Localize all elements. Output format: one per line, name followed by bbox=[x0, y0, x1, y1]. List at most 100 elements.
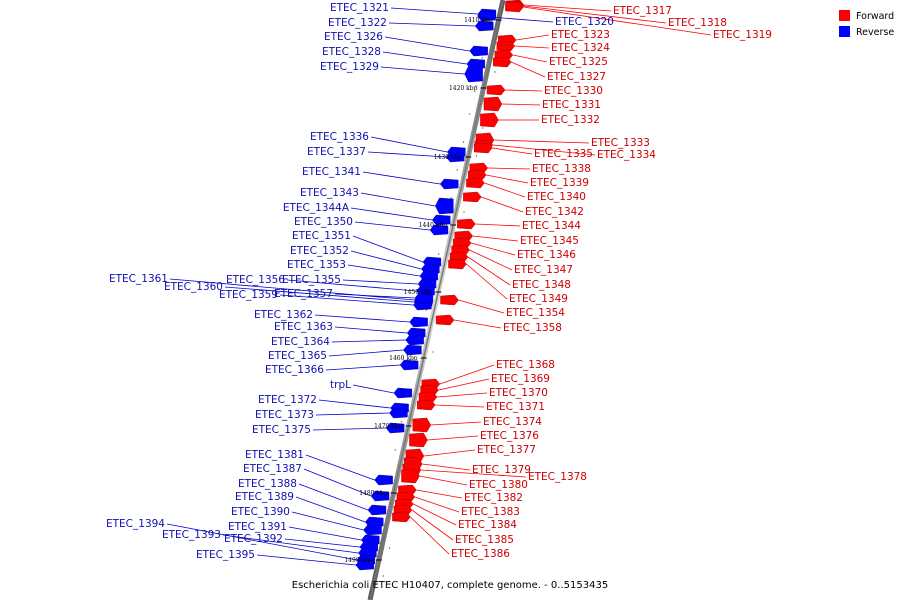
gene-arrow-etec-1395[interactable] bbox=[355, 559, 374, 571]
gene-label-etec-1318[interactable]: ETEC_1318 bbox=[668, 17, 727, 29]
gene-label-etec-1385[interactable]: ETEC_1385 bbox=[455, 534, 514, 546]
gene-arrow-etec-1350[interactable] bbox=[429, 224, 449, 236]
gene-label-etec-1371[interactable]: ETEC_1371 bbox=[486, 401, 545, 413]
gene-label-etec-1381[interactable]: ETEC_1381 bbox=[245, 449, 304, 461]
gene-label-etec-1361[interactable]: ETEC_1361 bbox=[109, 273, 168, 285]
gene-arrow-etec-1357[interactable] bbox=[414, 292, 434, 304]
gene-label-etec-1338[interactable]: ETEC_1338 bbox=[532, 163, 591, 175]
gene-arrow-etec-1341[interactable] bbox=[439, 178, 459, 190]
gene-arrow-etec-1335[interactable] bbox=[473, 142, 493, 154]
gene-label-etec-1375[interactable]: ETEC_1375 bbox=[252, 424, 311, 436]
gene-arrow-etec-1365[interactable] bbox=[403, 344, 422, 356]
gene-arrow-etec-1327[interactable] bbox=[493, 56, 512, 68]
gene-label-etec-1343[interactable]: ETEC_1343 bbox=[300, 187, 359, 199]
gene-arrow-trpl[interactable] bbox=[393, 387, 413, 399]
gene-arrow-etec-1332[interactable] bbox=[480, 112, 499, 128]
gene-label-etec-1389[interactable]: ETEC_1389 bbox=[235, 491, 294, 503]
gene-label-etec-1337[interactable]: ETEC_1337 bbox=[307, 146, 366, 158]
gene-label-etec-1394[interactable]: ETEC_1394 bbox=[106, 518, 165, 530]
gene-arrow-etec-1370[interactable] bbox=[418, 391, 438, 403]
gene-label-etec-1330[interactable]: ETEC_1330 bbox=[544, 85, 603, 97]
gene-label-etec-1358[interactable]: ETEC_1358 bbox=[503, 322, 562, 334]
gene-label-etec-1327[interactable]: ETEC_1327 bbox=[547, 71, 606, 83]
gene-label-etec-1364[interactable]: ETEC_1364 bbox=[271, 336, 330, 348]
gene-arrow-etec-1330[interactable] bbox=[486, 84, 506, 96]
gene-label-etec-1377[interactable]: ETEC_1377 bbox=[477, 444, 536, 456]
gene-label-etec-1388[interactable]: ETEC_1388 bbox=[238, 478, 297, 490]
gene-label-etec-1392[interactable]: ETEC_1392 bbox=[224, 533, 283, 545]
gene-arrow-etec-1353[interactable] bbox=[419, 270, 439, 282]
gene-label-etec-1380[interactable]: ETEC_1380 bbox=[469, 479, 528, 491]
gene-arrow-etec-1339[interactable] bbox=[468, 169, 487, 181]
gene-label-etec-1324[interactable]: ETEC_1324 bbox=[551, 42, 610, 54]
gene-label-etec-1342[interactable]: ETEC_1342 bbox=[525, 206, 584, 218]
gene-label-etec-1332[interactable]: ETEC_1332 bbox=[541, 114, 600, 126]
gene-arrow-etec-1337[interactable] bbox=[445, 151, 465, 163]
gene-label-etec-1325[interactable]: ETEC_1325 bbox=[549, 56, 608, 68]
gene-label-etec-1320[interactable]: ETEC_1320 bbox=[555, 16, 614, 28]
gene-arrow-etec-1390[interactable] bbox=[363, 524, 382, 536]
gene-label-etec-1368[interactable]: ETEC_1368 bbox=[496, 359, 555, 371]
gene-label-etec-1331[interactable]: ETEC_1331 bbox=[542, 99, 601, 111]
gene-arrow-etec-1354[interactable] bbox=[440, 294, 459, 306]
gene-label-etec-1346[interactable]: ETEC_1346 bbox=[517, 249, 576, 261]
gene-label-etec-1339[interactable]: ETEC_1339 bbox=[530, 177, 589, 189]
gene-label-etec-1345[interactable]: ETEC_1345 bbox=[520, 235, 579, 247]
gene-label-etec-1329[interactable]: ETEC_1329 bbox=[320, 61, 379, 73]
gene-label-etec-1355[interactable]: ETEC_1355 bbox=[282, 274, 341, 286]
gene-arrow-etec-1326[interactable] bbox=[469, 45, 488, 57]
gene-arrow-etec-1388[interactable] bbox=[367, 504, 387, 516]
gene-label-etec-1350[interactable]: ETEC_1350 bbox=[294, 216, 353, 228]
gene-arrow-etec-1342[interactable] bbox=[463, 191, 482, 203]
gene-label-etec-1347[interactable]: ETEC_1347 bbox=[514, 264, 573, 276]
gene-label-etec-1393[interactable]: ETEC_1393 bbox=[162, 529, 221, 541]
gene-arrow-etec-1380[interactable] bbox=[401, 468, 420, 484]
gene-label-etec-1321[interactable]: ETEC_1321 bbox=[330, 2, 389, 14]
gene-label-etec-1383[interactable]: ETEC_1383 bbox=[461, 506, 520, 518]
gene-label-etec-1323[interactable]: ETEC_1323 bbox=[551, 29, 610, 41]
gene-arrow-etec-1329[interactable] bbox=[464, 65, 483, 83]
gene-label-etec-1333[interactable]: ETEC_1333 bbox=[591, 137, 650, 149]
gene-label-etec-1351[interactable]: ETEC_1351 bbox=[292, 230, 351, 242]
gene-label-etec-1369[interactable]: ETEC_1369 bbox=[491, 373, 550, 385]
gene-label-etec-1340[interactable]: ETEC_1340 bbox=[527, 191, 586, 203]
gene-arrow-etec-1374[interactable] bbox=[412, 417, 432, 433]
gene-label-etec-1356[interactable]: ETEC_1356 bbox=[226, 274, 285, 286]
gene-arrow-etec-1371[interactable] bbox=[417, 399, 436, 411]
gene-arrow-etec-1373[interactable] bbox=[389, 407, 408, 419]
gene-label-etec-1362[interactable]: ETEC_1362 bbox=[254, 309, 313, 321]
gene-label-etec-1378[interactable]: ETEC_1378 bbox=[528, 471, 587, 483]
gene-arrow-etec-1376[interactable] bbox=[409, 432, 428, 448]
gene-label-etec-1319[interactable]: ETEC_1319 bbox=[713, 29, 772, 41]
gene-label-etec-1349[interactable]: ETEC_1349 bbox=[509, 293, 568, 305]
gene-label-etec-1322[interactable]: ETEC_1322 bbox=[328, 17, 387, 29]
gene-arrow-etec-1364[interactable] bbox=[405, 334, 424, 346]
gene-label-etec-1387[interactable]: ETEC_1387 bbox=[243, 463, 302, 475]
gene-arrow-etec-1349[interactable] bbox=[448, 258, 467, 270]
gene-arrow-etec-1344a[interactable] bbox=[431, 214, 451, 226]
gene-arrow-etec-1343[interactable] bbox=[435, 197, 454, 215]
gene-arrow-etec-1358[interactable] bbox=[435, 314, 455, 326]
gene-arrow-etec-1387[interactable] bbox=[370, 490, 390, 502]
gene-label-etec-1395[interactable]: ETEC_1395 bbox=[196, 549, 255, 561]
gene-arrow-etec-1320[interactable] bbox=[477, 10, 496, 22]
gene-label-etec-1373[interactable]: ETEC_1373 bbox=[255, 409, 314, 421]
gene-label-etec-1348[interactable]: ETEC_1348 bbox=[512, 279, 571, 291]
gene-label-etec-1379[interactable]: ETEC_1379 bbox=[472, 464, 531, 476]
gene-arrow-etec-1319[interactable] bbox=[505, 1, 524, 13]
gene-label-etec-1326[interactable]: ETEC_1326 bbox=[324, 31, 383, 43]
gene-arrow-etec-1331[interactable] bbox=[483, 96, 503, 112]
gene-label-etec-1370[interactable]: ETEC_1370 bbox=[489, 387, 548, 399]
gene-label-etec-1341[interactable]: ETEC_1341 bbox=[302, 166, 361, 178]
gene-arrow-etec-1362[interactable] bbox=[409, 316, 428, 328]
gene-label-etec-1335[interactable]: ETEC_1335 bbox=[534, 148, 593, 160]
gene-arrow-etec-1366[interactable] bbox=[399, 359, 419, 371]
gene-label-etec-1317[interactable]: ETEC_1317 bbox=[613, 5, 672, 17]
gene-label-etec-1390[interactable]: ETEC_1390 bbox=[231, 506, 290, 518]
gene-label-etec-1344a[interactable]: ETEC_1344A bbox=[283, 202, 350, 214]
gene-label-etec-1382[interactable]: ETEC_1382 bbox=[464, 492, 523, 504]
gene-label-etec-1352[interactable]: ETEC_1352 bbox=[290, 245, 349, 257]
gene-label-etec-1365[interactable]: ETEC_1365 bbox=[268, 350, 327, 362]
gene-label-etec-1336[interactable]: ETEC_1336 bbox=[310, 131, 369, 143]
gene-arrow-etec-1379[interactable] bbox=[403, 456, 423, 472]
